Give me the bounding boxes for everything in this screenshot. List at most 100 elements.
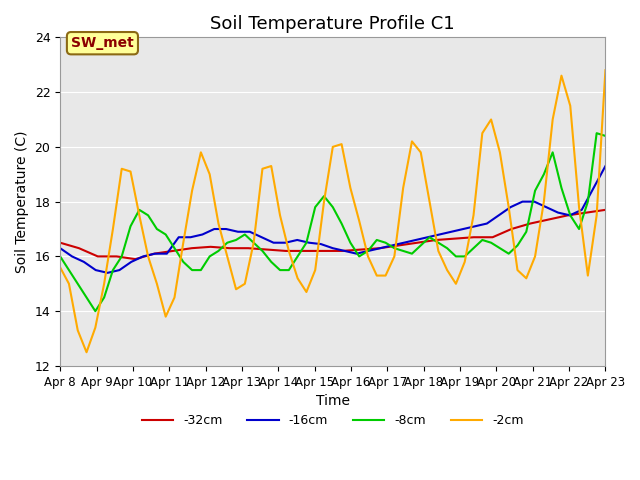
-8cm <box>602 133 609 139</box>
-16cm <box>602 163 609 169</box>
-16cm <box>447 229 455 235</box>
-16cm <box>436 232 444 238</box>
-16cm <box>388 242 396 248</box>
-32cm <box>132 256 140 262</box>
-16cm <box>589 185 597 191</box>
-16cm <box>317 241 324 247</box>
Y-axis label: Soil Temperature (C): Soil Temperature (C) <box>15 131 29 273</box>
-2cm <box>214 221 222 227</box>
-32cm <box>94 253 102 259</box>
-16cm <box>187 234 195 240</box>
-16cm <box>353 251 360 256</box>
-16cm <box>495 213 502 218</box>
-8cm <box>232 237 240 243</box>
Text: SW_met: SW_met <box>71 36 134 50</box>
-32cm <box>339 248 346 254</box>
Line: -8cm: -8cm <box>60 133 605 311</box>
-2cm <box>56 264 64 270</box>
-16cm <box>365 248 372 254</box>
-32cm <box>470 234 477 240</box>
-16cm <box>92 267 100 273</box>
-16cm <box>269 240 277 246</box>
-16cm <box>293 237 301 243</box>
-8cm <box>593 130 600 136</box>
-16cm <box>163 251 171 256</box>
-16cm <box>116 267 124 273</box>
-16cm <box>234 229 242 235</box>
-16cm <box>80 259 88 265</box>
-2cm <box>232 287 240 292</box>
-32cm <box>357 247 365 252</box>
-32cm <box>526 221 534 227</box>
-16cm <box>376 245 384 251</box>
-16cm <box>175 234 182 240</box>
-32cm <box>225 245 233 251</box>
-16cm <box>151 251 159 256</box>
-32cm <box>207 244 214 250</box>
-16cm <box>460 226 467 232</box>
-8cm <box>56 253 64 259</box>
-16cm <box>531 199 538 204</box>
-16cm <box>412 237 420 243</box>
Legend: -32cm, -16cm, -8cm, -2cm: -32cm, -16cm, -8cm, -2cm <box>137 409 529 432</box>
-32cm <box>169 248 177 254</box>
-32cm <box>395 242 403 248</box>
-8cm <box>338 221 346 227</box>
-16cm <box>140 253 147 259</box>
-2cm <box>444 267 451 273</box>
-32cm <box>113 253 120 259</box>
-16cm <box>211 226 218 232</box>
-16cm <box>222 226 230 232</box>
-8cm <box>214 248 222 254</box>
-32cm <box>413 240 421 246</box>
-16cm <box>329 245 337 251</box>
-2cm <box>602 67 609 73</box>
-32cm <box>602 207 609 213</box>
-2cm <box>83 349 90 355</box>
-16cm <box>282 240 289 246</box>
Title: Soil Temperature Profile C1: Soil Temperature Profile C1 <box>211 15 455 33</box>
-32cm <box>508 226 515 232</box>
-32cm <box>56 240 64 246</box>
-32cm <box>376 245 383 251</box>
-8cm <box>584 199 592 204</box>
-2cm <box>320 199 328 204</box>
-16cm <box>566 213 573 218</box>
-8cm <box>444 245 451 251</box>
-16cm <box>68 253 76 259</box>
-16cm <box>104 270 111 276</box>
-32cm <box>433 237 440 243</box>
-32cm <box>75 245 83 251</box>
X-axis label: Time: Time <box>316 394 350 408</box>
-16cm <box>198 232 206 238</box>
-32cm <box>301 248 308 254</box>
-16cm <box>424 234 431 240</box>
-32cm <box>451 236 459 241</box>
-16cm <box>483 221 491 227</box>
-32cm <box>188 245 196 251</box>
-16cm <box>341 248 349 254</box>
-16cm <box>246 229 253 235</box>
-32cm <box>489 234 497 240</box>
-16cm <box>305 240 313 246</box>
-32cm <box>319 248 327 254</box>
-16cm <box>542 204 550 210</box>
-2cm <box>593 213 600 218</box>
-32cm <box>583 210 591 216</box>
-32cm <box>150 251 158 256</box>
-16cm <box>127 259 135 265</box>
-16cm <box>554 210 562 216</box>
-16cm <box>507 204 515 210</box>
-32cm <box>545 216 553 222</box>
-32cm <box>564 213 572 218</box>
-2cm <box>338 141 346 147</box>
-32cm <box>263 247 271 252</box>
-16cm <box>518 199 526 204</box>
Line: -16cm: -16cm <box>60 166 605 273</box>
-16cm <box>578 207 586 213</box>
-16cm <box>471 223 479 229</box>
-8cm <box>92 308 99 314</box>
-16cm <box>56 245 64 251</box>
-32cm <box>244 245 252 251</box>
Line: -2cm: -2cm <box>60 70 605 352</box>
